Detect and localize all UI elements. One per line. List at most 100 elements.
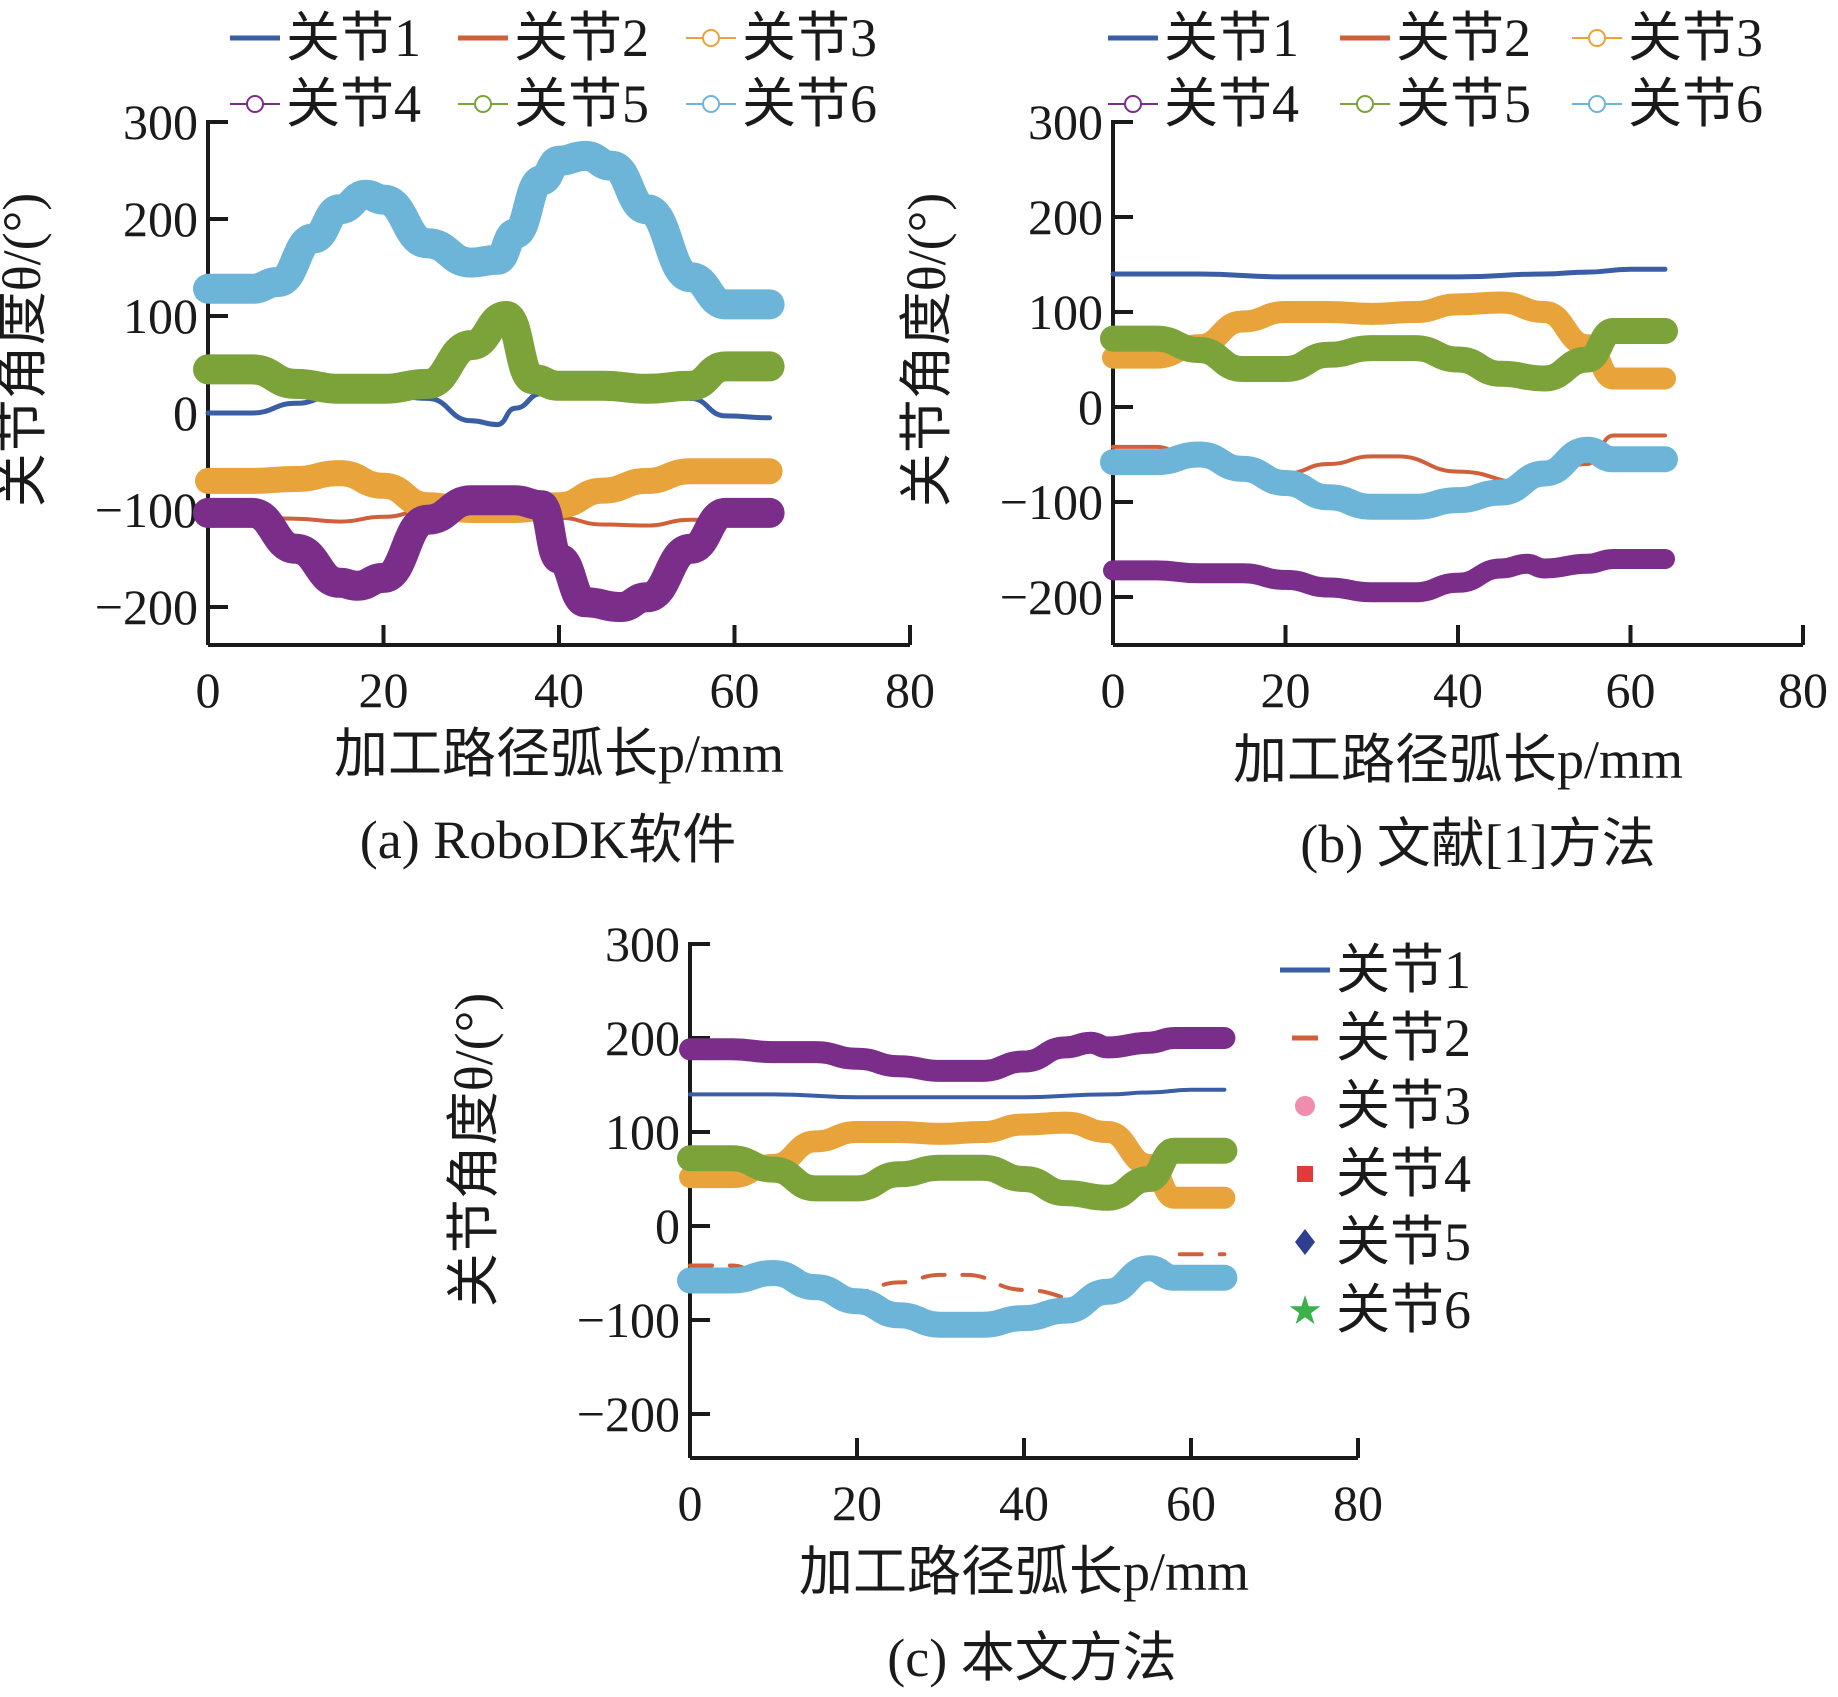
series-line-joint-6 (193, 140, 785, 320)
series-line-joint-4 (1103, 548, 1675, 603)
series-marker-joint-3 (1656, 369, 1674, 388)
x-tick-label: 60 (1166, 1475, 1216, 1531)
series-marker-joint-4 (1104, 561, 1122, 580)
legend-swatch (1297, 1166, 1313, 1182)
x-tick-label: 80 (885, 662, 935, 718)
legend-item-joint-2: 关节2 (458, 8, 649, 68)
legend-swatch: ★ (1287, 1288, 1323, 1333)
legend-label: 关节6 (1628, 74, 1763, 134)
x-tick-label: 40 (999, 1475, 1049, 1531)
legend-item-joint-4: 关节4 (230, 74, 421, 134)
y-tick-label: −100 (577, 1292, 680, 1348)
series-marker-joint-3 (760, 462, 779, 481)
legend-item-joint-4: 关节4 (1297, 1144, 1471, 1204)
series-marker-joint-6 (199, 279, 217, 298)
legend-label: 关节2 (514, 8, 649, 68)
y-tick-label: −200 (1000, 569, 1103, 625)
chart-caption: (c) 本文方法 (887, 1628, 1176, 1688)
x-tick-label: 20 (1261, 662, 1311, 718)
series-marker-joint-5 (199, 360, 217, 379)
y-axis-label: 关节角度θ/(°) (444, 993, 504, 1307)
series-marker-joint-5 (681, 1149, 699, 1168)
series-marker-joint-5 (760, 357, 779, 376)
legend-item-joint-3: 关节3 (686, 8, 877, 68)
legend-item-joint-1: 关节1 (1280, 940, 1471, 1000)
series-marker-joint-4 (199, 503, 217, 522)
series-marker-joint-5 (1215, 1141, 1234, 1160)
legend-item-joint-6: ★ 关节6 (1287, 1280, 1471, 1340)
y-tick-label: 300 (1028, 94, 1103, 150)
legend-item-joint-6: 关节6 (686, 74, 877, 134)
x-axis-label: 加工路径弧长p/mm (799, 1542, 1249, 1602)
series-line-joint-4 (679, 1027, 1236, 1082)
legend-item-joint-5: 关节5 (458, 74, 649, 134)
legend-marker (1588, 95, 1606, 113)
legend-label: 关节5 (514, 74, 649, 134)
legend-marker (702, 29, 720, 47)
y-tick-label: −100 (95, 482, 198, 538)
legend-label: 关节1 (1336, 940, 1471, 1000)
legend-item-joint-5: 关节5 (1295, 1212, 1471, 1272)
legend-label: 关节3 (1628, 8, 1763, 68)
series-marker-joint-5 (1104, 329, 1122, 348)
x-tick-label: 0 (678, 1475, 703, 1531)
legend-marker (702, 95, 720, 113)
x-tick-label: 60 (1606, 662, 1656, 718)
series-line-joint-1 (1110, 266, 1668, 280)
x-tick-label: 0 (196, 662, 221, 718)
series-line-joint-5 (1100, 318, 1678, 392)
legend-label: 关节4 (1336, 1144, 1471, 1204)
x-tick-label: 40 (534, 662, 584, 718)
legend-label: 关节4 (1164, 74, 1299, 134)
series-marker-joint-6 (1656, 450, 1674, 469)
x-tick-label: 0 (1101, 662, 1126, 718)
legend-label: 关节4 (286, 74, 421, 134)
x-axis-label: 加工路径弧长p/mm (334, 724, 784, 784)
series-marker-joint-3 (1215, 1188, 1234, 1207)
series-marker-joint-6 (1104, 453, 1122, 472)
y-axis-label: 关节角度θ/(°) (897, 193, 957, 507)
legend-item-joint-5: 关节5 (1340, 74, 1531, 134)
legend-item-joint-1: 关节1 (1108, 8, 1299, 68)
series-marker-joint-4 (1215, 1029, 1234, 1047)
series-marker-joint-6 (760, 295, 779, 314)
chart-panel-1: 300 200 100 0 −100 −200 0 20 40 60 80 加工路径弧长p/mm 关节角… (0, 8, 935, 870)
x-tick-label: 80 (1778, 662, 1828, 718)
legend-label: 关节2 (1396, 8, 1531, 68)
x-tick-label: 20 (832, 1475, 882, 1531)
legend-marker (1356, 95, 1374, 113)
y-tick-label: 200 (1028, 189, 1103, 245)
legend-marker (246, 95, 264, 113)
y-tick-label: −200 (577, 1386, 680, 1442)
y-tick-label: 100 (1028, 284, 1103, 340)
legend-item-joint-6: 关节6 (1572, 74, 1763, 134)
legend-item-joint-4: 关节4 (1108, 74, 1299, 134)
series-marker-joint-3 (199, 471, 217, 490)
legend-swatch (1295, 1096, 1315, 1116)
legend-label: 关节5 (1396, 74, 1531, 134)
y-tick-label: 0 (173, 385, 198, 441)
x-tick-label: 80 (1333, 1475, 1383, 1531)
chart-caption: (b) 文献[1]方法 (1300, 814, 1655, 874)
legend-item-joint-3: 关节3 (1572, 8, 1763, 68)
chart-panel-2: 300 200 100 0 −100 −200 0 20 40 60 80 加工路径弧长p/mm 关节角… (897, 8, 1828, 874)
legend-item-joint-1: 关节1 (230, 8, 421, 68)
series-line-joint-5 (677, 1137, 1238, 1211)
y-tick-label: 100 (605, 1104, 680, 1160)
y-tick-label: 300 (605, 916, 680, 972)
series-marker-joint-4 (760, 503, 779, 522)
series-marker-joint-5 (1656, 322, 1674, 340)
legend-marker (1588, 29, 1606, 47)
legend-label: 关节5 (1336, 1212, 1471, 1272)
series-marker-joint-6 (1215, 1268, 1234, 1287)
y-tick-label: −100 (1000, 474, 1103, 530)
legend-label: 关节6 (742, 74, 877, 134)
series-line-joint-6 (677, 1255, 1238, 1338)
legend-label: 关节2 (1336, 1008, 1471, 1068)
y-tick-label: 0 (655, 1198, 680, 1254)
y-tick-label: 200 (123, 191, 198, 247)
y-tick-label: 300 (123, 94, 198, 150)
y-axis-label: 关节角度θ/(°) (0, 193, 52, 507)
y-tick-label: 0 (1078, 379, 1103, 435)
